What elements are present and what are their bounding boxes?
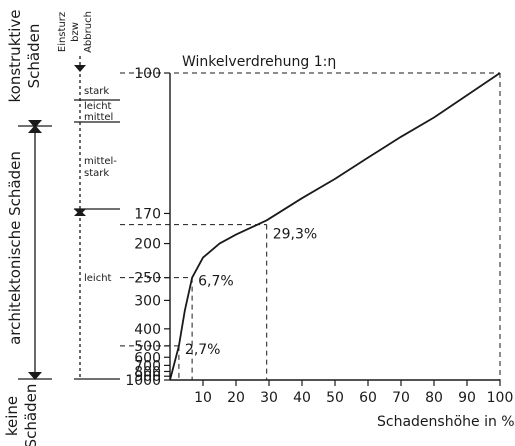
y-tick-label-900: 900 — [134, 369, 161, 385]
band-leicht-1: leicht — [84, 101, 112, 112]
x-tick-label-90: 90 — [458, 390, 476, 406]
annotations: 2,7% 6,7% 29,3% — [185, 227, 317, 358]
y-tick-label-300: 300 — [134, 293, 161, 309]
top-col-bzw: bzw — [70, 22, 81, 42]
annotation-0: 2,7% — [185, 342, 221, 358]
side-label-schaeden-2: Schäden — [22, 384, 40, 446]
x-tick-label-30: 30 — [260, 390, 278, 406]
x-axis-ticks: 10 20 30 40 50 60 70 80 90 100 — [194, 380, 513, 406]
band-leicht-2: leicht — [84, 273, 112, 284]
band-mittelstark-2: stark — [84, 168, 109, 179]
side-label-schaeden-1: Schäden — [25, 24, 43, 89]
top-col-abbruch: Abbruch — [83, 11, 94, 53]
band-mittel: mittel — [84, 112, 113, 123]
chart-title: Winkelverdrehung 1:η — [182, 54, 336, 70]
annotation-2: 29,3% — [273, 227, 317, 243]
axes — [169, 73, 500, 381]
series-line-0 — [169, 72, 501, 381]
guide-lines — [120, 72, 501, 380]
band-stark: stark — [84, 86, 109, 97]
annotation-1: 6,7% — [198, 274, 234, 290]
y-tick-label-250: 250 — [134, 271, 161, 287]
x-tick-label-80: 80 — [425, 390, 443, 406]
x-tick-label-50: 50 — [326, 390, 344, 406]
y-tick-label-500: 500 — [134, 339, 161, 355]
x-tick-label-20: 20 — [227, 390, 245, 406]
side-label-keine: keine — [3, 396, 21, 436]
x-tick-label-60: 60 — [359, 390, 377, 406]
y-tick-label-800: 800 — [134, 364, 161, 380]
side-label-architektonische: architektonische Schäden — [6, 151, 24, 345]
y-tick-label-200: 200 — [134, 237, 161, 253]
side-label-konstruktive: konstruktive — [6, 9, 24, 102]
x-tick-label-100: 100 — [487, 390, 514, 406]
series — [169, 72, 501, 381]
x-axis-label: Schadenshöhe in % — [377, 414, 515, 430]
y-tick-label-600: 600 — [134, 350, 161, 366]
x-tick-label-10: 10 — [194, 390, 212, 406]
x-tick-label-70: 70 — [392, 390, 410, 406]
band-mittelstark-1: mittel- — [84, 156, 117, 167]
top-col-einsturz: Einsturz — [57, 12, 68, 52]
y-tick-label-1000: 1000 — [125, 373, 161, 389]
y-tick-label-700: 700 — [134, 358, 161, 374]
left-arrows — [28, 65, 86, 380]
y-tick-label-100: 100 — [134, 66, 161, 82]
y-tick-label-170: 170 — [134, 206, 161, 222]
x-tick-label-40: 40 — [293, 390, 311, 406]
y-tick-label-400: 400 — [134, 322, 161, 338]
